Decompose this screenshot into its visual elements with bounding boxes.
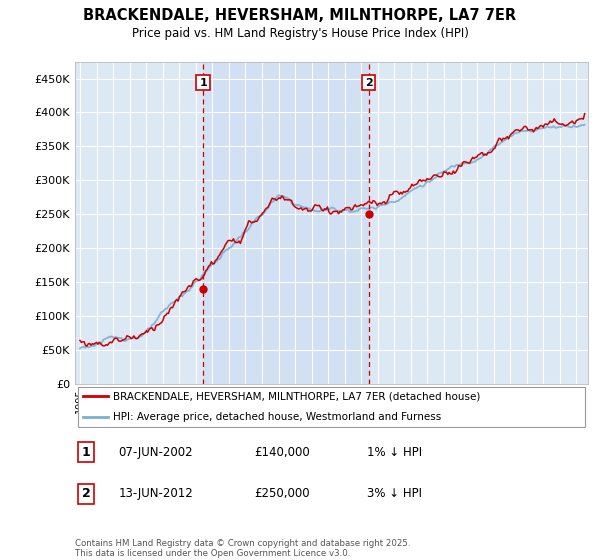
Text: 07-JUN-2002: 07-JUN-2002: [119, 446, 193, 459]
Text: Contains HM Land Registry data © Crown copyright and database right 2025.
This d: Contains HM Land Registry data © Crown c…: [75, 539, 410, 558]
Text: 1: 1: [82, 446, 91, 459]
Text: Price paid vs. HM Land Registry's House Price Index (HPI): Price paid vs. HM Land Registry's House …: [131, 27, 469, 40]
Text: 1% ↓ HPI: 1% ↓ HPI: [367, 446, 422, 459]
Text: 3% ↓ HPI: 3% ↓ HPI: [367, 487, 422, 500]
FancyBboxPatch shape: [77, 387, 585, 427]
Text: HPI: Average price, detached house, Westmorland and Furness: HPI: Average price, detached house, West…: [113, 412, 442, 422]
Text: 2: 2: [365, 77, 373, 87]
Text: BRACKENDALE, HEVERSHAM, MILNTHORPE, LA7 7ER: BRACKENDALE, HEVERSHAM, MILNTHORPE, LA7 …: [83, 8, 517, 24]
Text: 2: 2: [82, 487, 91, 500]
Text: 13-JUN-2012: 13-JUN-2012: [119, 487, 193, 500]
Text: £250,000: £250,000: [254, 487, 310, 500]
Bar: [203, 62, 369, 384]
Text: £140,000: £140,000: [254, 446, 310, 459]
Text: BRACKENDALE, HEVERSHAM, MILNTHORPE, LA7 7ER (detached house): BRACKENDALE, HEVERSHAM, MILNTHORPE, LA7 …: [113, 391, 481, 402]
Text: 1: 1: [199, 77, 207, 87]
